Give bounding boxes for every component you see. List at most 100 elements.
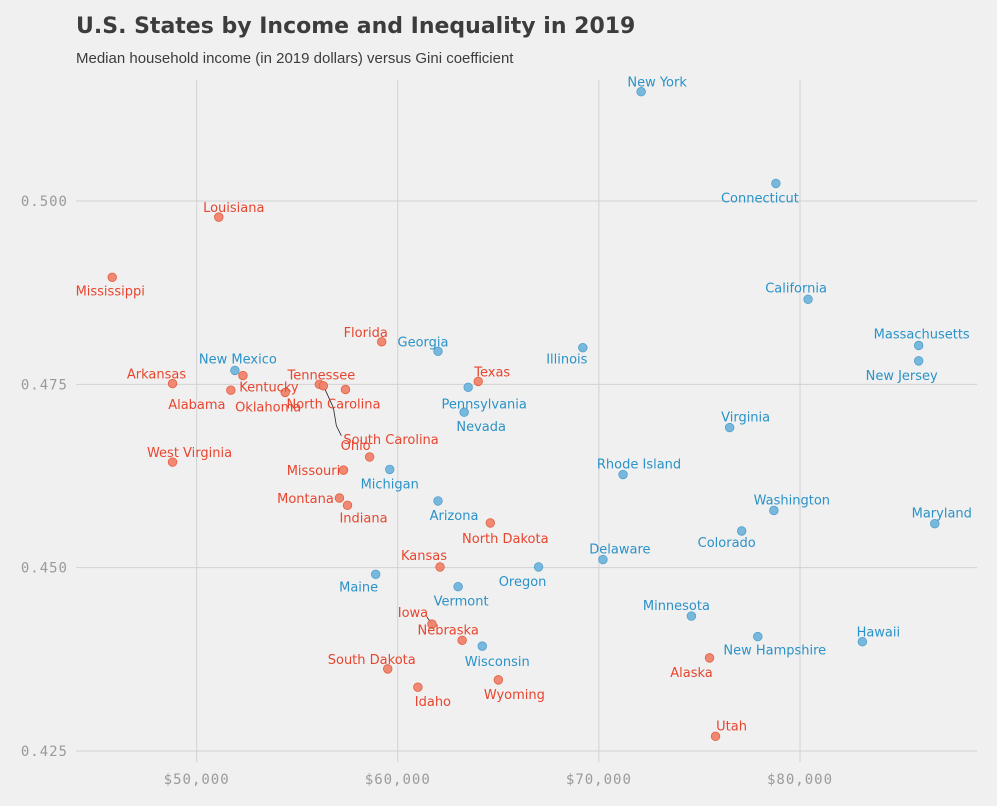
point-michigan — [385, 464, 395, 475]
label-north-dakota: North Dakota — [462, 532, 549, 547]
label-connecticut: Connecticut — [721, 191, 799, 206]
label-arkansas: Arkansas — [127, 368, 186, 383]
point-arkansas — [167, 378, 178, 389]
point-maryland — [930, 518, 940, 529]
point-arizona — [433, 496, 443, 506]
label-delaware: Delaware — [589, 543, 650, 558]
point-north-dakota — [485, 518, 495, 528]
point-ohio — [364, 452, 375, 462]
label-minnesota: Minnesota — [643, 599, 710, 614]
point-south-dakota — [383, 664, 393, 674]
label-illinois: Illinois — [546, 353, 587, 368]
label-maine: Maine — [339, 580, 378, 595]
point-pennsylvania — [463, 382, 473, 392]
point-indiana — [342, 500, 353, 511]
x-tick-label: $60,000 — [365, 772, 431, 788]
label-pennsylvania: Pennsylvania — [441, 397, 526, 412]
point-massachusetts — [913, 340, 924, 351]
label-alabama: Alabama — [168, 398, 225, 413]
point-iowa — [427, 619, 437, 629]
point-alaska — [704, 653, 715, 663]
label-iowa: Iowa — [398, 606, 428, 621]
label-louisiana: Louisiana — [203, 201, 264, 216]
label-virginia: Virginia — [721, 411, 770, 426]
point-labels: New York Connecticut Louisiana Mississippi C… — [76, 76, 972, 735]
label-south-carolina: South Carolina — [343, 433, 438, 448]
point-new-hampshire — [753, 631, 763, 642]
y-tick-label: 0.475 — [21, 377, 68, 393]
point-north-carolina — [340, 384, 351, 395]
y-tick-label: 0.450 — [21, 561, 68, 577]
point-utah — [710, 731, 721, 742]
point-new-mexico — [230, 365, 240, 376]
label-new-york: New York — [627, 76, 687, 91]
point-kansas — [435, 562, 445, 572]
point-virginia — [724, 422, 735, 433]
label-ohio: Ohio — [341, 439, 371, 454]
point-mississippi — [107, 272, 117, 282]
point-hawaii — [857, 637, 868, 647]
point-connecticut — [771, 178, 781, 189]
label-indiana: Indiana — [339, 511, 387, 526]
point-colorado — [736, 526, 747, 536]
label-oregon: Oregon — [499, 575, 547, 590]
label-nebraska: Nebraska — [417, 623, 478, 638]
label-wisconsin: Wisconsin — [465, 655, 530, 670]
x-tick-label: $80,000 — [767, 772, 833, 788]
label-texas: Texas — [473, 365, 510, 380]
label-south-dakota: South Dakota — [328, 653, 416, 668]
label-hawaii: Hawaii — [857, 626, 901, 641]
label-maryland: Maryland — [912, 507, 972, 522]
point-nevada — [459, 407, 469, 417]
label-kansas: Kansas — [401, 549, 447, 564]
leader-line-south-carolina — [324, 387, 342, 436]
y-tick-label: 0.500 — [21, 194, 68, 210]
label-massachusetts: Massachusetts — [874, 327, 970, 342]
point-texas — [473, 376, 483, 387]
label-wyoming: Wyoming — [484, 688, 545, 703]
label-georgia: Georgia — [398, 335, 449, 350]
point-minnesota — [686, 611, 697, 621]
point-south-carolina — [318, 381, 329, 391]
point-alabama — [226, 385, 236, 395]
label-idaho: Idaho — [415, 695, 451, 710]
point-california — [803, 294, 813, 304]
point-maine — [370, 569, 381, 579]
label-mississippi: Mississippi — [76, 284, 145, 299]
point-oklahoma — [280, 387, 290, 398]
label-oklahoma: Oklahoma — [235, 400, 301, 415]
label-washington: Washington — [754, 493, 830, 508]
label-utah: Utah — [716, 719, 747, 734]
chart-subtitle: Median household income (in 2019 dollars… — [76, 50, 514, 67]
point-vermont — [453, 582, 463, 592]
label-west-virginia: West Virginia — [147, 446, 232, 461]
label-florida: Florida — [344, 326, 388, 341]
label-kentucky: Kentucky — [239, 381, 299, 396]
point-wyoming — [493, 675, 504, 685]
point-missouri — [338, 465, 349, 475]
point-florida — [376, 337, 387, 347]
point-georgia — [433, 346, 443, 357]
point-new-jersey — [913, 356, 924, 366]
point-washington — [769, 505, 779, 516]
x-tick-label: $70,000 — [566, 772, 632, 788]
point-nebraska — [457, 635, 467, 645]
y-tick-label: 0.425 — [21, 744, 68, 760]
axis-tick-labels: 0.425 0.450 0.475 0.500 $50,000 $60,000 $70,00… — [21, 194, 833, 788]
point-new-york — [636, 87, 646, 97]
point-illinois — [578, 342, 588, 353]
point-oregon — [533, 562, 544, 572]
point-louisiana — [214, 212, 224, 222]
point-rhode-island — [618, 469, 628, 480]
label-michigan: Michigan — [361, 477, 419, 492]
label-vermont: Vermont — [434, 595, 489, 610]
label-new-jersey: New Jersey — [866, 369, 938, 384]
label-montana: Montana — [277, 492, 334, 507]
data-points — [107, 87, 940, 742]
point-wisconsin — [477, 641, 487, 651]
x-tick-label: $50,000 — [164, 772, 230, 788]
label-alaska: Alaska — [670, 666, 713, 681]
label-tennessee: Tennessee — [286, 368, 355, 383]
grid-lines — [76, 80, 977, 762]
